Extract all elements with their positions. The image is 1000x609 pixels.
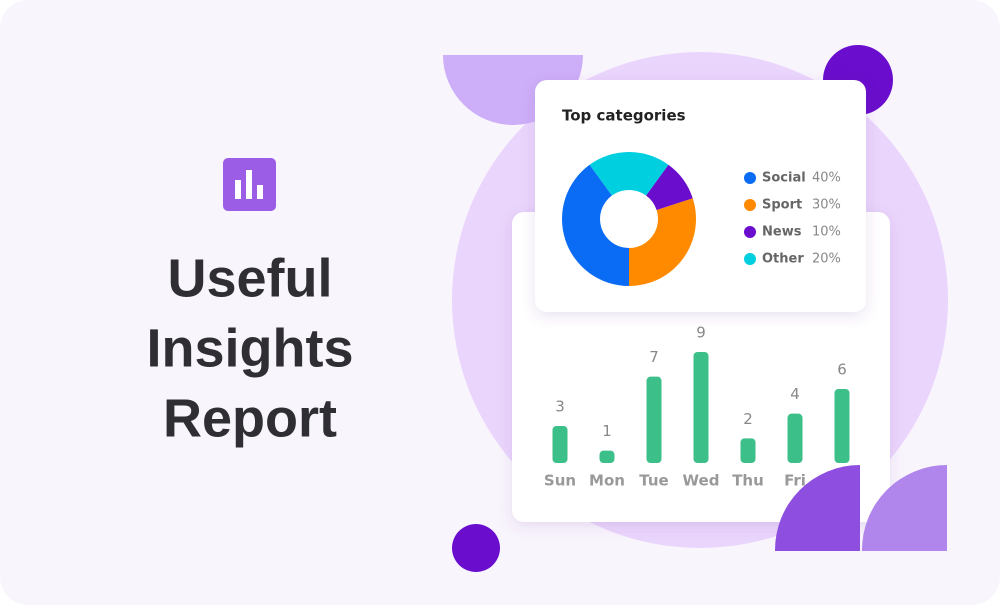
pie-slice	[589, 152, 669, 196]
quarter-circle	[774, 465, 860, 551]
bar	[834, 389, 850, 463]
x-tick-label: Fri	[784, 472, 806, 490]
bar	[599, 450, 615, 463]
heading-line: Useful	[167, 248, 332, 308]
decoration	[774, 465, 947, 551]
bar-value-label: 4	[790, 385, 800, 403]
bar-value-label: 7	[649, 348, 659, 366]
legend-value: 40%	[812, 171, 841, 186]
pie-card: Top categories Social 40% Sport 30% News 10% O…	[535, 80, 866, 312]
x-tick-label: Mon	[589, 472, 625, 490]
bar-value-label: 2	[743, 410, 753, 428]
heading-line: Report	[163, 388, 337, 448]
bar	[646, 376, 662, 463]
legend-swatch	[744, 172, 756, 184]
legend-value: 30%	[812, 198, 841, 213]
bar	[740, 438, 756, 463]
bar	[693, 352, 709, 463]
pie-slice	[562, 164, 629, 286]
x-tick-label: Tue	[639, 472, 668, 490]
legend-swatch	[744, 199, 756, 211]
quarter-circle	[861, 465, 947, 551]
x-tick-label: Thu	[732, 472, 764, 490]
legend-label: Other	[762, 252, 804, 267]
heading-line: Insights	[146, 318, 353, 378]
card-title: Top categories	[562, 107, 686, 125]
pie-slice	[646, 164, 693, 211]
logo-bar	[235, 180, 241, 199]
legend-swatch	[744, 253, 756, 265]
legend-value: 10%	[812, 225, 841, 240]
bar-value-label: 1	[602, 422, 612, 440]
logo-bar	[246, 170, 252, 199]
logo-bar	[257, 185, 263, 199]
bar	[787, 413, 803, 463]
legend-value: 20%	[812, 252, 841, 267]
bar-value-label: 9	[696, 324, 706, 342]
legend-label: Sport	[762, 198, 802, 213]
legend-label: Social	[762, 171, 806, 186]
heading: Useful Insights Report	[146, 248, 353, 448]
legend-label: News	[762, 225, 802, 240]
x-tick-label: Wed	[683, 472, 720, 490]
pie-slice	[629, 198, 696, 286]
dot	[452, 524, 500, 572]
bar-value-label: 6	[837, 361, 847, 379]
x-tick-label: Sun	[544, 472, 576, 490]
bar-value-label: 3	[555, 398, 565, 416]
legend-swatch	[744, 226, 756, 238]
bar	[552, 426, 568, 463]
